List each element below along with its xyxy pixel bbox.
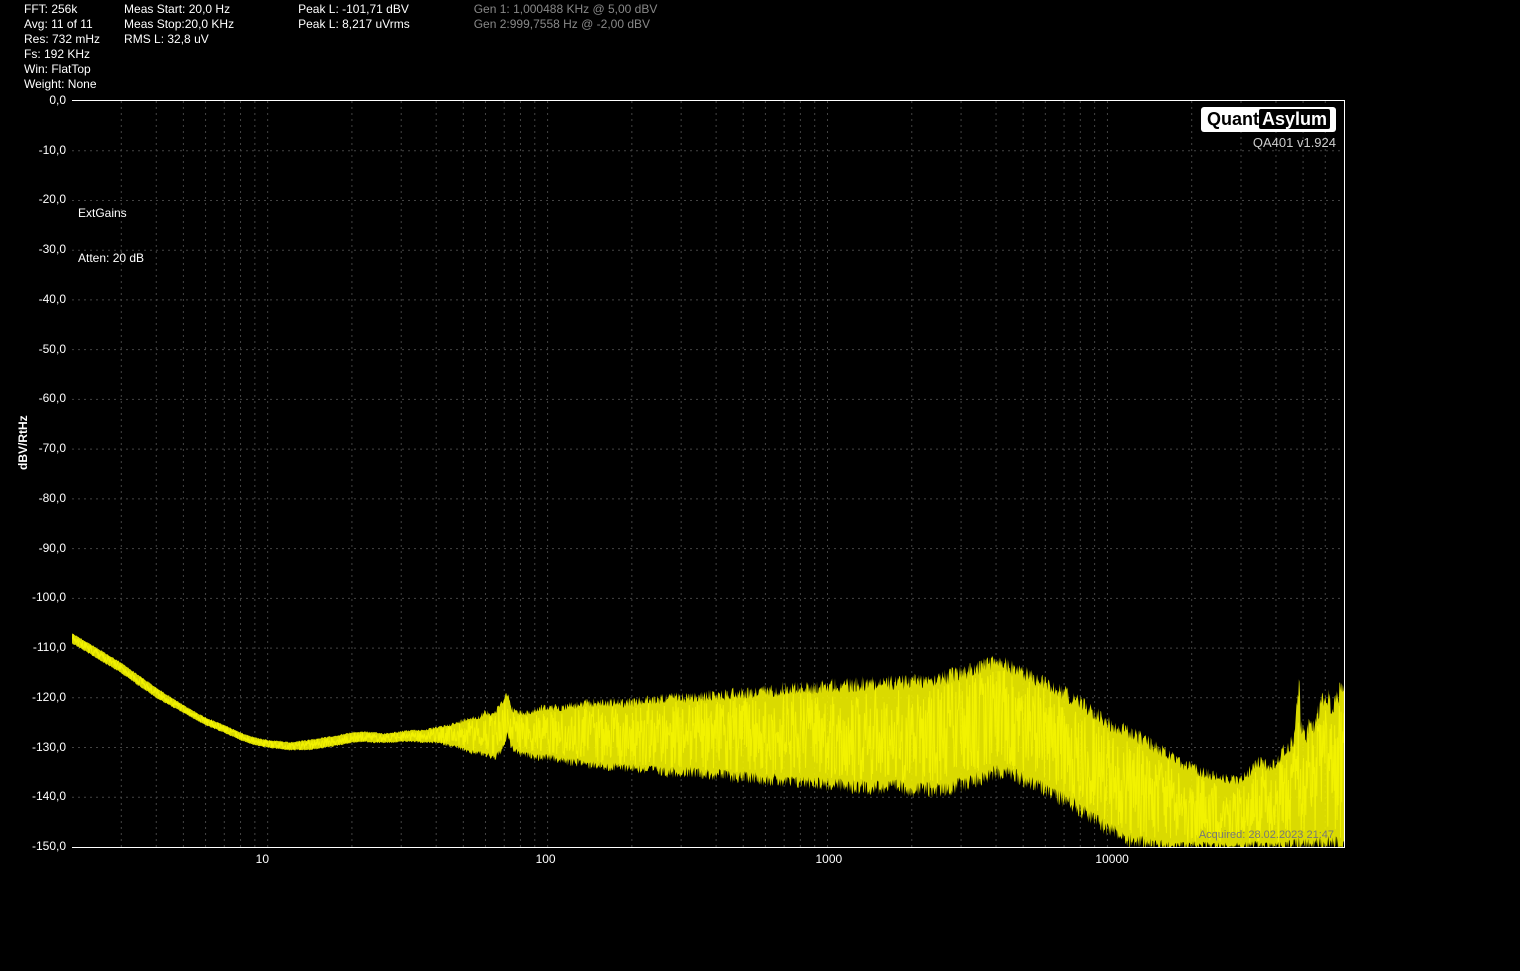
header-col-meas: Meas Start: 20,0 Hz Meas Stop:20,0 KHz R… [124,2,234,92]
plot-svg [72,101,1344,847]
y-tick-label: -50,0 [26,342,66,356]
readout-peak-dbv: Peak L: -101,71 dBV [298,2,410,17]
readout-fs: Fs: 192 KHz [24,47,100,62]
readout-win: Win: FlatTop [24,62,100,77]
readout-gen2: Gen 2:999,7558 Hz @ -2,00 dBV [474,17,658,32]
x-tick-label: 100 [536,852,556,866]
readout-meas-start: Meas Start: 20,0 Hz [124,2,234,17]
brand-logo-text: QuantAsylum [1201,107,1336,132]
annot-atten: Atten: 20 dB [78,251,144,265]
brand-logo: QuantAsylum QA401 v1.924 [1201,107,1336,150]
y-tick-label: -130,0 [26,740,66,754]
y-tick-label: -150,0 [26,839,66,853]
y-tick-label: -10,0 [26,143,66,157]
x-tick-label: 10 [256,852,269,866]
readout-meas-stop: Meas Stop:20,0 KHz [124,17,234,32]
header-readouts: FFT: 256k Avg: 11 of 11 Res: 732 mHz Fs:… [24,2,657,92]
y-tick-label: 0,0 [26,93,66,107]
y-tick-label: -70,0 [26,441,66,455]
y-tick-label: -110,0 [26,640,66,654]
y-tick-label: -90,0 [26,541,66,555]
header-col-peak: Peak L: -101,71 dBV Peak L: 8,217 uVrms [298,2,410,92]
y-tick-label: -20,0 [26,192,66,206]
brand-version: QA401 v1.924 [1201,135,1336,150]
readout-res: Res: 732 mHz [24,32,100,47]
spectrum-plot: ExtGains Atten: 20 dB QuantAsylum QA401 … [72,100,1345,848]
header-col-gen: Gen 1: 1,000488 KHz @ 5,00 dBV Gen 2:999… [474,2,658,92]
readout-gen1: Gen 1: 1,000488 KHz @ 5,00 dBV [474,2,658,17]
annot-extgains: ExtGains [78,206,127,220]
y-tick-label: -40,0 [26,292,66,306]
y-tick-label: -30,0 [26,242,66,256]
acquired-timestamp: Acquired: 28.02.2023 21:47 [1199,829,1334,841]
y-tick-label: -100,0 [26,590,66,604]
brand-part1: Quant [1207,109,1259,129]
x-tick-label: 10000 [1095,852,1128,866]
readout-rms-l: RMS L: 32,8 uV [124,32,234,47]
readout-weight: Weight: None [24,77,100,92]
readout-fft: FFT: 256k [24,2,100,17]
y-tick-label: -120,0 [26,690,66,704]
header-col-fft: FFT: 256k Avg: 11 of 11 Res: 732 mHz Fs:… [24,2,100,92]
y-tick-label: -140,0 [26,789,66,803]
x-tick-label: 1000 [816,852,843,866]
brand-part2: Asylum [1259,109,1330,129]
y-tick-label: -60,0 [26,391,66,405]
readout-peak-uvrms: Peak L: 8,217 uVrms [298,17,410,32]
y-tick-label: -80,0 [26,491,66,505]
readout-avg: Avg: 11 of 11 [24,17,100,32]
